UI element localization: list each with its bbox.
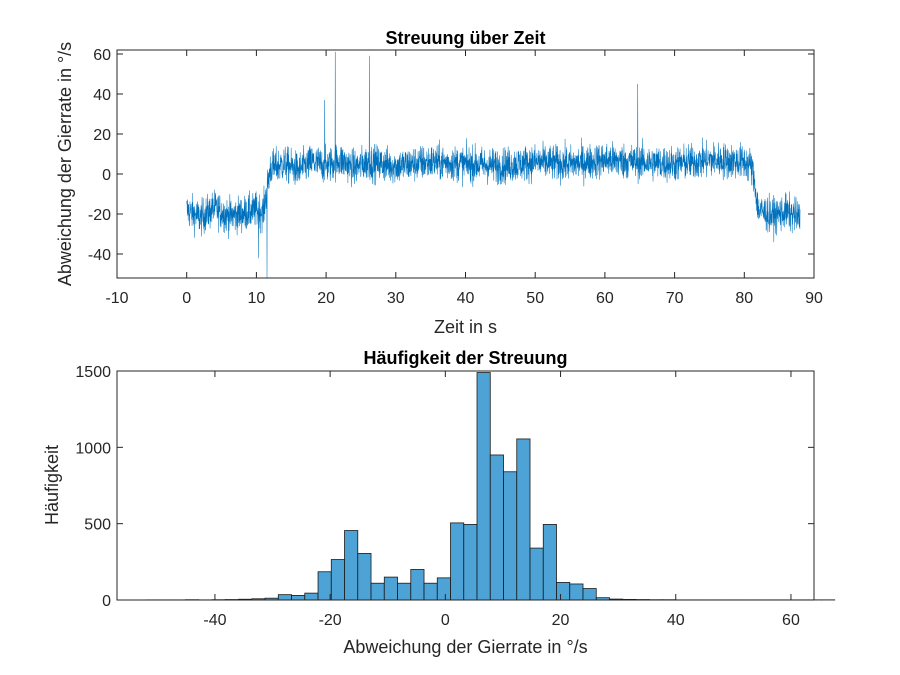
y-tick-label: 0 xyxy=(102,167,111,184)
time-series-xlabel: Zeit in s xyxy=(434,317,497,337)
histogram-xlabel: Abweichung der Gierrate in °/s xyxy=(343,637,587,657)
histogram-bar xyxy=(489,454,504,601)
y-tick-label: 1000 xyxy=(75,440,111,457)
y-tick-label: 1500 xyxy=(75,364,111,381)
histogram-bar xyxy=(556,582,571,601)
histogram-title: Häufigkeit der Streuung xyxy=(363,348,567,368)
x-tick-label: 40 xyxy=(667,612,685,629)
x-tick-label: 50 xyxy=(526,290,544,307)
histogram-bar xyxy=(357,553,372,601)
histogram-bar xyxy=(436,577,451,601)
x-tick-label: -20 xyxy=(319,612,342,629)
histogram-bar xyxy=(423,582,438,601)
histogram-ticks: -40 -20 0 20 40 60 0 500 1000 1500 xyxy=(75,364,814,629)
histogram-bar xyxy=(344,530,359,601)
time-series-ticks: -10 0 10 20 30 40 50 60 70 80 90 -40 -20 0 20 40 60 xyxy=(88,47,823,307)
histogram-ylabel: Häufigkeit xyxy=(42,445,62,525)
x-tick-label: 20 xyxy=(317,290,335,307)
y-tick-label: -20 xyxy=(88,207,111,224)
x-tick-label: 0 xyxy=(441,612,450,629)
histogram-bar xyxy=(503,471,518,601)
x-tick-label: 90 xyxy=(805,290,823,307)
x-tick-label: 60 xyxy=(782,612,800,629)
time-series-ylabel: Abweichung der Gierrate in °/s xyxy=(55,42,75,286)
histogram-bar xyxy=(582,588,597,601)
time-series-line xyxy=(186,51,801,278)
y-tick-label: 60 xyxy=(93,47,111,64)
histogram-bar xyxy=(383,576,398,601)
histogram-bar xyxy=(463,524,478,601)
histogram-bar xyxy=(397,582,412,601)
y-tick-label: 40 xyxy=(93,87,111,104)
histogram-bar xyxy=(370,582,385,601)
histogram-axes: -40 -20 0 20 40 60 0 500 1000 1500 Häufigkeit der… xyxy=(42,348,836,657)
x-tick-label: 20 xyxy=(552,612,570,629)
histogram-bar xyxy=(317,571,332,601)
y-tick-label: 500 xyxy=(84,517,111,534)
histogram-bar xyxy=(516,438,531,601)
histogram-bar xyxy=(330,559,345,601)
y-tick-label: 20 xyxy=(93,127,111,144)
histogram-bar xyxy=(450,522,465,601)
histogram-bar xyxy=(410,569,425,601)
histogram-bar xyxy=(569,583,584,601)
histogram-bar xyxy=(476,372,491,601)
x-tick-label: -40 xyxy=(203,612,226,629)
histogram-bar xyxy=(304,592,319,601)
histogram-bar xyxy=(529,547,544,601)
x-tick-label: -10 xyxy=(105,290,128,307)
y-tick-label: -40 xyxy=(88,247,111,264)
x-tick-label: 30 xyxy=(387,290,405,307)
x-tick-label: 80 xyxy=(735,290,753,307)
x-tick-label: 40 xyxy=(457,290,475,307)
time-series-plot-area xyxy=(186,51,801,278)
x-tick-label: 60 xyxy=(596,290,614,307)
histogram-bar xyxy=(277,594,292,601)
time-series-title: Streuung über Zeit xyxy=(385,28,545,48)
histogram-bar xyxy=(542,524,557,601)
x-tick-label: 70 xyxy=(666,290,684,307)
x-tick-label: 0 xyxy=(182,290,191,307)
x-tick-label: 10 xyxy=(248,290,266,307)
y-tick-label: 0 xyxy=(102,593,111,610)
time-series-axes: -10 0 10 20 30 40 50 60 70 80 90 -40 -20 0 20 40 60 Stre… xyxy=(55,28,823,337)
histogram-bar xyxy=(291,595,306,601)
